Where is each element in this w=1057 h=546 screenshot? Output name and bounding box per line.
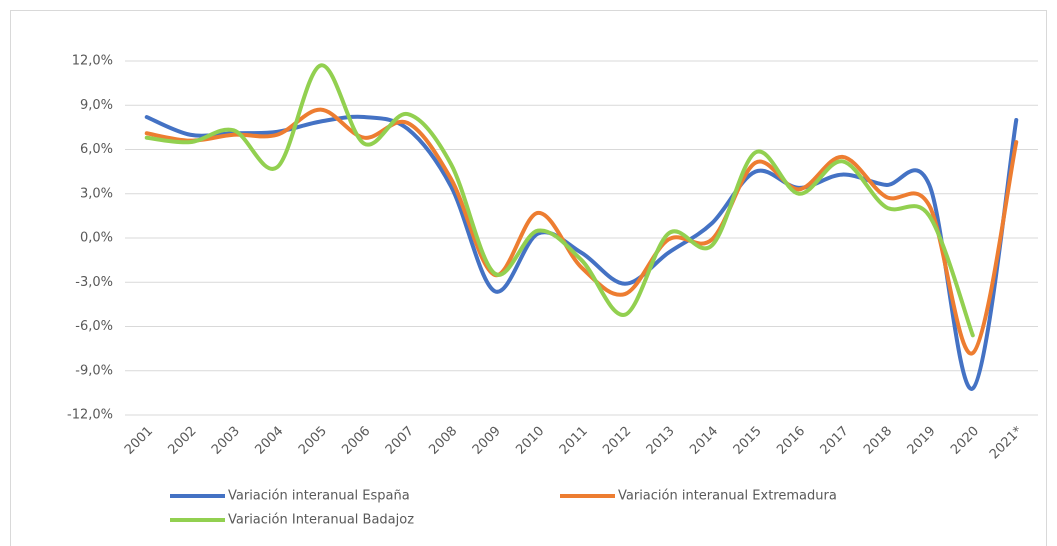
chart-border bbox=[10, 10, 1047, 546]
y-tick-label: -3,0% bbox=[75, 275, 113, 290]
legend-label: Variación Interanual Badajoz bbox=[228, 513, 414, 528]
x-tick-label: 2002 bbox=[166, 424, 200, 458]
y-tick-label: -9,0% bbox=[75, 363, 113, 378]
x-tick-label: 2010 bbox=[513, 424, 547, 458]
x-tick-label: 2016 bbox=[774, 424, 808, 458]
x-tick-label: 2020 bbox=[948, 424, 982, 458]
x-tick-label: 2005 bbox=[296, 424, 330, 458]
x-tick-label: 2019 bbox=[905, 424, 939, 458]
x-tick-label: 2015 bbox=[731, 424, 765, 458]
legend-label: Variación interanual Extremadura bbox=[618, 489, 837, 504]
y-tick-label: -12,0% bbox=[67, 408, 113, 423]
x-tick-label: 2009 bbox=[470, 424, 504, 458]
y-tick-label: 9,0% bbox=[80, 98, 113, 113]
x-tick-label: 2003 bbox=[209, 424, 243, 458]
x-tick-label: 2011 bbox=[557, 424, 591, 458]
y-tick-label: 6,0% bbox=[80, 142, 113, 157]
line-series bbox=[144, 107, 1019, 356]
x-tick-label: 2021* bbox=[987, 423, 1026, 462]
line-series bbox=[144, 114, 1019, 391]
line-series bbox=[144, 63, 975, 338]
y-tick-label: -6,0% bbox=[75, 319, 113, 334]
x-tick-label: 2014 bbox=[687, 424, 721, 458]
x-tick-label: 2012 bbox=[600, 424, 634, 458]
x-tick-label: 2017 bbox=[818, 424, 852, 458]
x-tick-label: 2008 bbox=[426, 424, 460, 458]
x-tick-label: 2018 bbox=[861, 424, 895, 458]
y-tick-label: 0,0% bbox=[80, 231, 113, 246]
x-tick-label: 2013 bbox=[644, 424, 678, 458]
x-tick-label: 2004 bbox=[252, 424, 286, 458]
x-tick-label: 2001 bbox=[122, 424, 156, 458]
legend-label: Variación interanual España bbox=[228, 489, 410, 504]
y-tick-label: 12,0% bbox=[72, 54, 113, 69]
x-tick-label: 2006 bbox=[339, 424, 373, 458]
y-tick-label: 3,0% bbox=[80, 186, 113, 201]
x-tick-label: 2007 bbox=[383, 424, 417, 458]
